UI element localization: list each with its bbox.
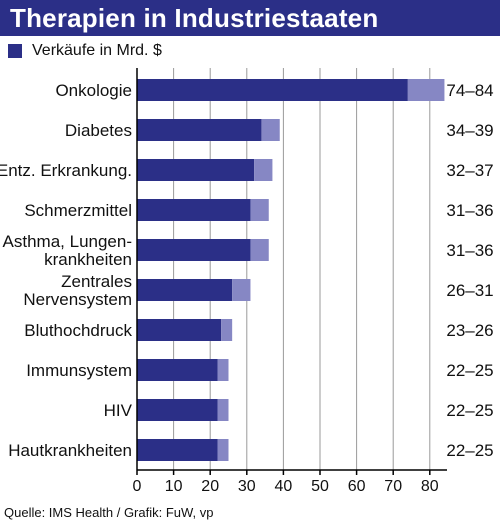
x-tick-label: 70 [384,478,402,495]
category-label-line: Asthma, Lungen- [3,232,132,251]
category-label-line: krankheiten [44,250,132,269]
bar-range [250,199,269,221]
bar-base [137,279,233,301]
bar-base [137,399,218,421]
bar-base [137,79,408,101]
chart-title: Therapien in Industriestaaten [10,3,379,33]
bar-range [217,399,229,421]
category-label-line: Hautkrankheiten [8,441,132,460]
range-label: 31–36 [446,241,493,260]
legend-label: Verkäufe in Mrd. $ [32,42,162,59]
category-label-line: Diabetes [65,121,132,140]
category-label: Diabetes [65,121,132,140]
bar-base [137,199,251,221]
bar-range [254,159,273,181]
bar-base [137,319,222,341]
range-label: 74–84 [446,81,493,100]
bar-base [137,159,255,181]
category-label-line: Schmerzmittel [24,201,132,220]
range-label: 22–25 [446,361,493,380]
range-label: 32–37 [446,161,493,180]
source-note: Quelle: IMS Health / Grafik: FuW, vp [4,505,214,520]
title-bar: Therapien in Industriestaaten [0,0,500,36]
bar-range [250,239,269,261]
category-label: Bluthochdruck [24,321,132,340]
range-label: 31–36 [446,201,493,220]
bar-range [232,279,251,301]
range-label: 22–25 [446,401,493,420]
category-label-line: Zentrales [61,272,132,291]
bar-range [261,119,280,141]
x-tick-label: 20 [201,478,219,495]
category-label: Hautkrankheiten [8,441,132,460]
category-label-line: Immunsystem [26,361,132,380]
x-tick-label: 30 [238,478,256,495]
category-label: Asthma, Lungen-krankheiten [3,232,132,269]
x-tick-label: 40 [275,478,293,495]
range-label: 34–39 [446,121,493,140]
bar-range [217,359,229,381]
x-tick-label: 80 [421,478,439,495]
bar-range [407,79,445,101]
category-label-line: HIV [104,401,133,420]
range-label: 22–25 [446,441,493,460]
bar-base [137,239,251,261]
legend-swatch [8,44,22,58]
bar-chart: Onkologie 74–84 Diabetes 34–39 Entz. Erkrank… [0,68,494,495]
range-label: 23–26 [446,321,493,340]
range-label: 26–31 [446,281,493,300]
x-tick-label: 60 [348,478,366,495]
bar-base [137,439,218,461]
bar-range [217,439,229,461]
bar-base [137,359,218,381]
category-label: Zentrales Nervensystem [23,272,132,309]
category-label-line: Entz. Erkrankung. [0,161,132,180]
category-label: Immunsystem [26,361,132,380]
category-label-line: Nervensystem [23,290,132,309]
category-label: HIV [104,401,133,420]
bar-base [137,119,262,141]
bar-range [221,319,233,341]
category-label: Onkologie [55,81,132,100]
category-label-line: Bluthochdruck [24,321,132,340]
category-label: Entz. Erkrankung. [0,161,132,180]
x-tick-label: 10 [165,478,183,495]
category-label-line: Onkologie [55,81,132,100]
category-label: Schmerzmittel [24,201,132,220]
x-tick-label: 0 [133,478,142,495]
x-tick-label: 50 [311,478,329,495]
